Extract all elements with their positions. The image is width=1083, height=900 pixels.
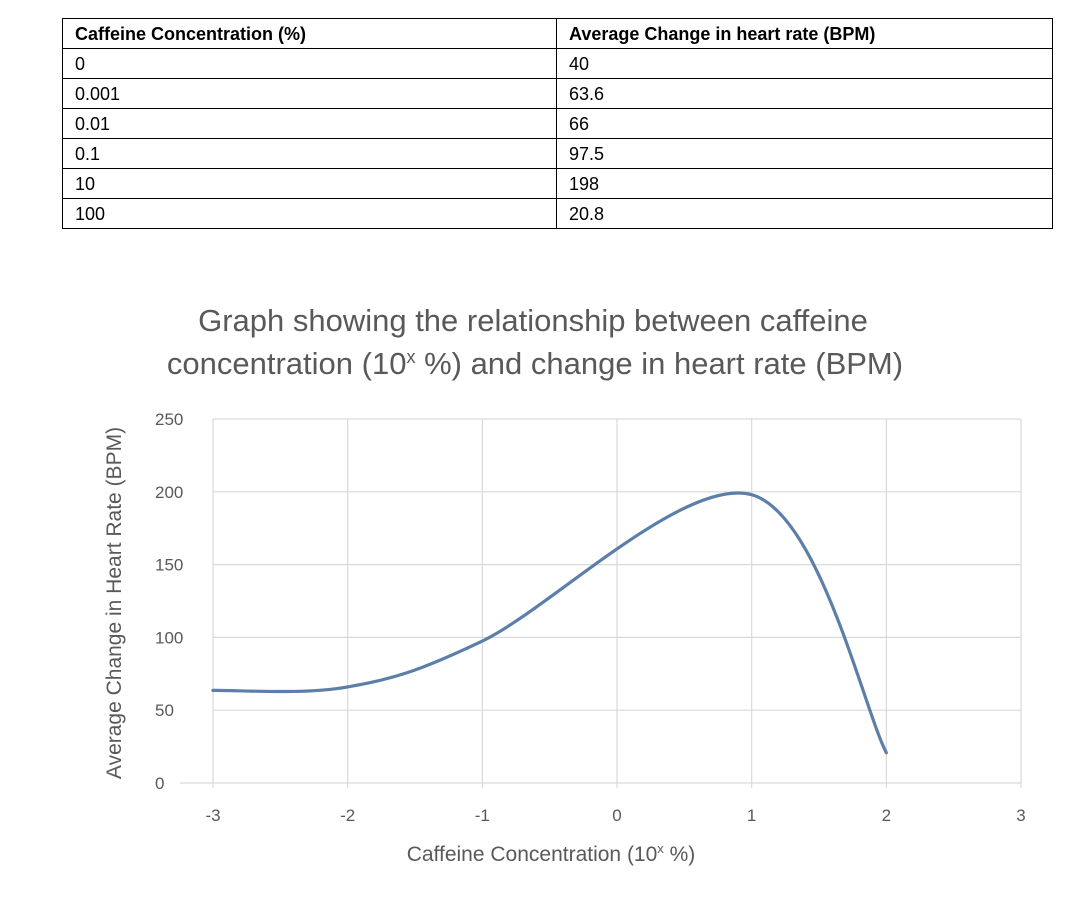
x-tick-label: -1 bbox=[475, 806, 490, 825]
column-header: Average Change in heart rate (BPM) bbox=[556, 18, 1053, 49]
y-tick-label: 100 bbox=[155, 628, 183, 647]
table-cell: 198 bbox=[556, 168, 1053, 199]
chart-title-line-2: concentration (10x %) and change in hear… bbox=[167, 346, 903, 381]
data-table: Caffeine Concentration (%) Average Chang… bbox=[62, 18, 1053, 229]
x-tick-label: 1 bbox=[747, 806, 756, 825]
x-tick-label: -2 bbox=[340, 806, 355, 825]
table-cell: 0 bbox=[62, 48, 557, 79]
table-row: 0.01 66 bbox=[62, 108, 1053, 139]
table-cell: 40 bbox=[556, 48, 1053, 79]
y-axis-ticks: 0 50 100 150 200 250 bbox=[155, 410, 183, 793]
column-header: Caffeine Concentration (%) bbox=[62, 18, 557, 49]
table-cell: 20.8 bbox=[556, 198, 1053, 229]
table-cell: 63.6 bbox=[556, 78, 1053, 109]
x-axis-title: Caffeine Concentration (10x %) bbox=[407, 841, 696, 866]
table-cell: 66 bbox=[556, 108, 1053, 139]
table-cell: 0.001 bbox=[62, 78, 557, 109]
table-row: 0 40 bbox=[62, 48, 1053, 79]
table-cell: 10 bbox=[62, 168, 557, 199]
table-cell: 100 bbox=[62, 198, 557, 229]
gridlines bbox=[180, 418, 1022, 788]
y-tick-label: 150 bbox=[155, 556, 183, 575]
chart-title-line-1: Graph showing the relationship between c… bbox=[198, 303, 868, 338]
table-cell: 0.1 bbox=[62, 138, 557, 169]
table-cell: 97.5 bbox=[556, 138, 1053, 169]
x-tick-label: 0 bbox=[612, 806, 621, 825]
y-tick-label: 250 bbox=[155, 410, 183, 429]
y-tick-label: 200 bbox=[155, 483, 183, 502]
table-row: 0.1 97.5 bbox=[62, 138, 1053, 169]
y-tick-label: 50 bbox=[155, 701, 174, 720]
table-cell: 0.01 bbox=[62, 108, 557, 139]
table-row: 0.001 63.6 bbox=[62, 78, 1053, 109]
table-header-row: Caffeine Concentration (%) Average Chang… bbox=[62, 18, 1053, 49]
table-row: 100 20.8 bbox=[62, 198, 1053, 229]
x-tick-label: 3 bbox=[1016, 806, 1025, 825]
y-tick-label: 0 bbox=[155, 774, 164, 793]
y-axis-title: Average Change in Heart Rate (BPM) bbox=[103, 427, 126, 779]
x-axis-ticks: -3 -2 -1 0 1 2 3 bbox=[205, 806, 1025, 825]
series-line bbox=[211, 491, 888, 755]
table-row: 10 198 bbox=[62, 168, 1053, 199]
x-tick-label: 2 bbox=[882, 806, 891, 825]
x-tick-label: -3 bbox=[205, 806, 220, 825]
line-chart: Graph showing the relationship between c… bbox=[103, 303, 1026, 866]
